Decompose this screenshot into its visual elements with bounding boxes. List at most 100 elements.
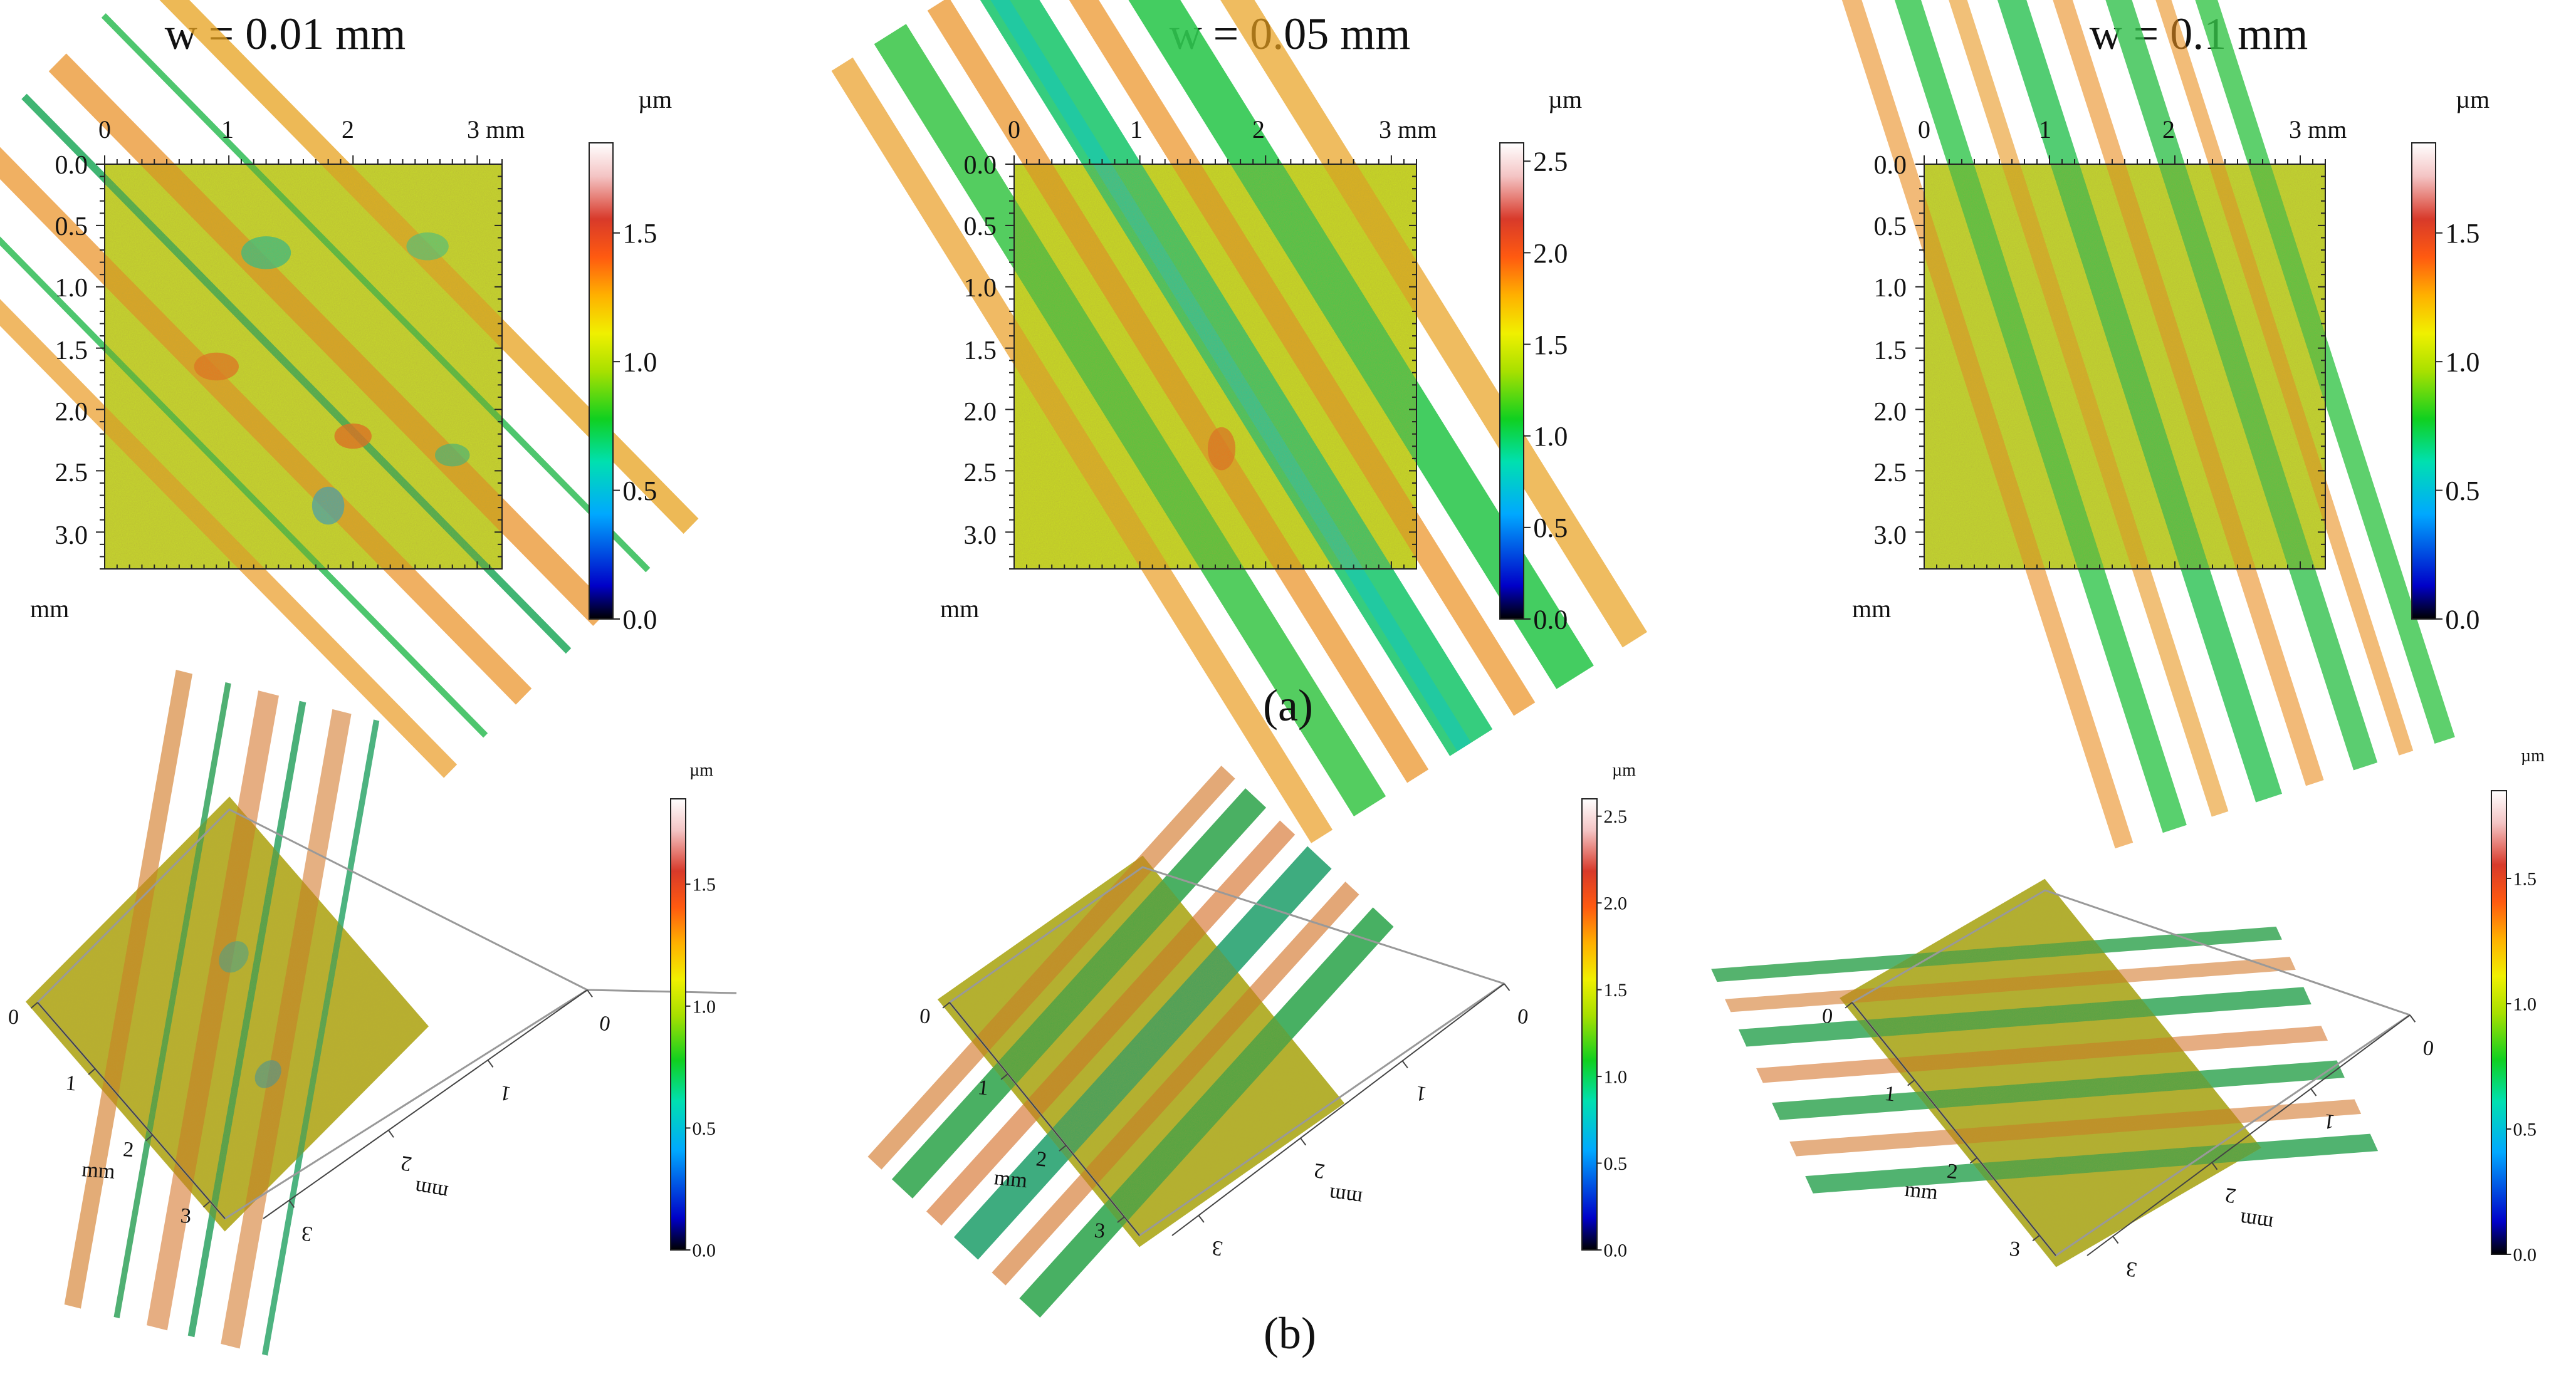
y-tick-label: 2.0 <box>55 398 88 427</box>
y-axis: 0.0 0.5 1.0 1.5 2.0 2.5 3.0 mm <box>1852 151 1907 623</box>
y-tick-label: 3.0 <box>964 521 997 550</box>
axis-tick <box>1000 1073 1008 1080</box>
row-b-label: (b) <box>1264 1308 1316 1358</box>
heatmap-image <box>832 0 1647 843</box>
x-axis: 0 1 2 3 mm <box>1008 115 1437 143</box>
axis-tick <box>202 1200 211 1208</box>
colorbar-unit: µm <box>1548 85 1582 113</box>
colorbar-tick-label: 2.5 <box>1533 147 1568 177</box>
x-tick-label: 1 <box>221 115 234 143</box>
colorbar-tick-label: 0.0 <box>2513 1245 2537 1266</box>
panel-a-1: w = 0.01 mm 0 1 2 3 mm 0.0 0.5 1.0 1.5 2… <box>0 0 698 778</box>
axis-tick-label: 3 <box>1210 1236 1224 1260</box>
colorbar-tick-label: 1.5 <box>622 218 657 249</box>
colorbar-tick-label: 0.5 <box>622 476 657 506</box>
axis-unit-label: mm <box>2238 1207 2275 1235</box>
axis-line <box>949 1002 1140 1236</box>
axis-line <box>263 989 588 1219</box>
y-tick-label: 1.0 <box>1874 274 1907 303</box>
axis-tick-label: 1 <box>976 1076 990 1100</box>
axis-unit-label: mm <box>413 1176 449 1204</box>
axis-tick <box>1845 1002 1853 1009</box>
y-tick-label: 3.0 <box>1874 521 1907 550</box>
colorbar: µm 1.5 1.0 0.5 0.0 <box>2411 85 2490 635</box>
colorbar-tick-label: 1.0 <box>2445 347 2479 378</box>
axis-tick <box>288 1200 295 1208</box>
colorbar-tick-label: 2.0 <box>1604 893 1628 914</box>
y-axis: 0.0 0.5 1.0 1.5 2.0 2.5 3.0 mm <box>940 151 997 623</box>
colorbar-tick-label: 0.5 <box>1533 513 1568 543</box>
axis-tick-label: 2 <box>1035 1147 1048 1172</box>
axis-tick-label: 1 <box>1415 1081 1428 1106</box>
axis-line <box>2086 1014 2411 1256</box>
surface-3d <box>0 585 621 1374</box>
colorbar-unit: µm <box>689 761 713 780</box>
colorbar-unit: µm <box>2456 85 2490 113</box>
right-axis: 0 1 2 3 mm <box>2086 1014 2436 1281</box>
axis-tick-label: 3 <box>2008 1237 2021 1262</box>
axis-tick <box>88 1068 96 1075</box>
axis-tick <box>2032 1234 2040 1242</box>
y-unit-label: mm <box>940 595 979 623</box>
panel-b-1: 0 1 2 3 mm 0 1 2 3 mm µm 1.5 1.0 0.5 0.0 <box>0 585 737 1374</box>
x-axis: 0 1 2 3 mm <box>1918 115 2347 143</box>
y-tick-label: 1.5 <box>55 336 88 365</box>
x-tick-label: 2 <box>1252 115 1265 143</box>
axis-tick-label: 0 <box>598 1011 612 1035</box>
axis-tick <box>388 1130 394 1138</box>
axis-line <box>1851 1002 2056 1256</box>
row-a-label: (a) <box>1263 680 1313 731</box>
axis-tick <box>2112 1236 2119 1244</box>
colorbar-tick-label: 2.0 <box>1533 238 1568 269</box>
colorbar-tick-label: 1.5 <box>2513 869 2537 890</box>
x-axis: 0 1 2 3 mm <box>98 115 525 143</box>
axis-line <box>37 1002 226 1219</box>
right-axis: 0 1 2 3 mm <box>1171 983 1530 1260</box>
y-unit-label: mm <box>1852 595 1891 623</box>
x-tick-label: 0 <box>1918 115 1930 143</box>
colorbar-tick-label: 0.5 <box>1604 1153 1628 1174</box>
axis-tick <box>1117 1216 1125 1223</box>
axis-tick-label: 0 <box>2422 1036 2436 1060</box>
panel-a-3: w = 0.1 mm 0 1 2 3 mm 0.0 0.5 1.0 1.5 2.… <box>1836 0 2490 848</box>
axis-tick <box>2310 1088 2317 1096</box>
axis-tick-label: 1 <box>65 1071 77 1095</box>
axis-tick <box>2409 1014 2416 1023</box>
left-axis: 0 1 2 3 mm <box>1821 1002 2056 1261</box>
colorbar-gradient <box>670 798 686 1251</box>
left-axis: 0 1 2 3 mm <box>918 1002 1140 1243</box>
colorbar-tick-label: 0.5 <box>2513 1120 2537 1140</box>
axis-tick <box>2211 1162 2218 1170</box>
x-tick-label: 0 <box>1008 115 1020 143</box>
axis-tick <box>1198 1215 1205 1223</box>
axis-tick-label: 0 <box>918 1004 931 1029</box>
surface-3d <box>793 747 1468 1336</box>
colorbar: µm 1.5 1.0 0.5 0.0 <box>589 85 672 635</box>
colorbar-tick-label: 0.0 <box>622 604 657 635</box>
colorbar: µm 1.5 1.0 0.5 0.0 <box>2491 746 2545 1266</box>
colorbar-tick-label: 1.0 <box>693 996 716 1017</box>
axis-tick-label: 0 <box>1516 1004 1530 1028</box>
colorbar-tick-label: 0.5 <box>2445 476 2479 506</box>
axis-tick-label: 2 <box>2224 1183 2238 1207</box>
axis-tick-label: 1 <box>1883 1082 1897 1106</box>
colorbar: µm 2.5 2.0 1.5 1.0 0.5 0.0 <box>1581 761 1636 1261</box>
colorbar-tick-label: 0.0 <box>2445 604 2479 635</box>
axis-tick <box>1504 983 1511 991</box>
colorbar-tick-label: 1.0 <box>622 347 657 378</box>
colorbar-unit: µm <box>638 85 672 113</box>
colorbar-gradient <box>589 142 614 620</box>
axis-tick <box>1969 1157 1977 1164</box>
y-tick-label: 2.5 <box>964 459 997 487</box>
colorbar-tick-label: 1.0 <box>1604 1067 1628 1088</box>
axis-tick-marks <box>96 155 2326 570</box>
x-tick-label: 3 mm <box>1379 115 1437 143</box>
left-axis: 0 1 2 3 mm <box>8 1002 226 1228</box>
axis-tick <box>587 989 593 998</box>
colorbar-tick-label: 1.5 <box>2445 218 2479 249</box>
colorbar-tick-label: 1.0 <box>1533 421 1568 452</box>
axis-tick <box>942 1002 950 1009</box>
colorbar: µm 2.5 2.0 1.5 1.0 0.5 0.0 <box>1499 85 1582 635</box>
y-tick-label: 1.0 <box>964 274 997 303</box>
